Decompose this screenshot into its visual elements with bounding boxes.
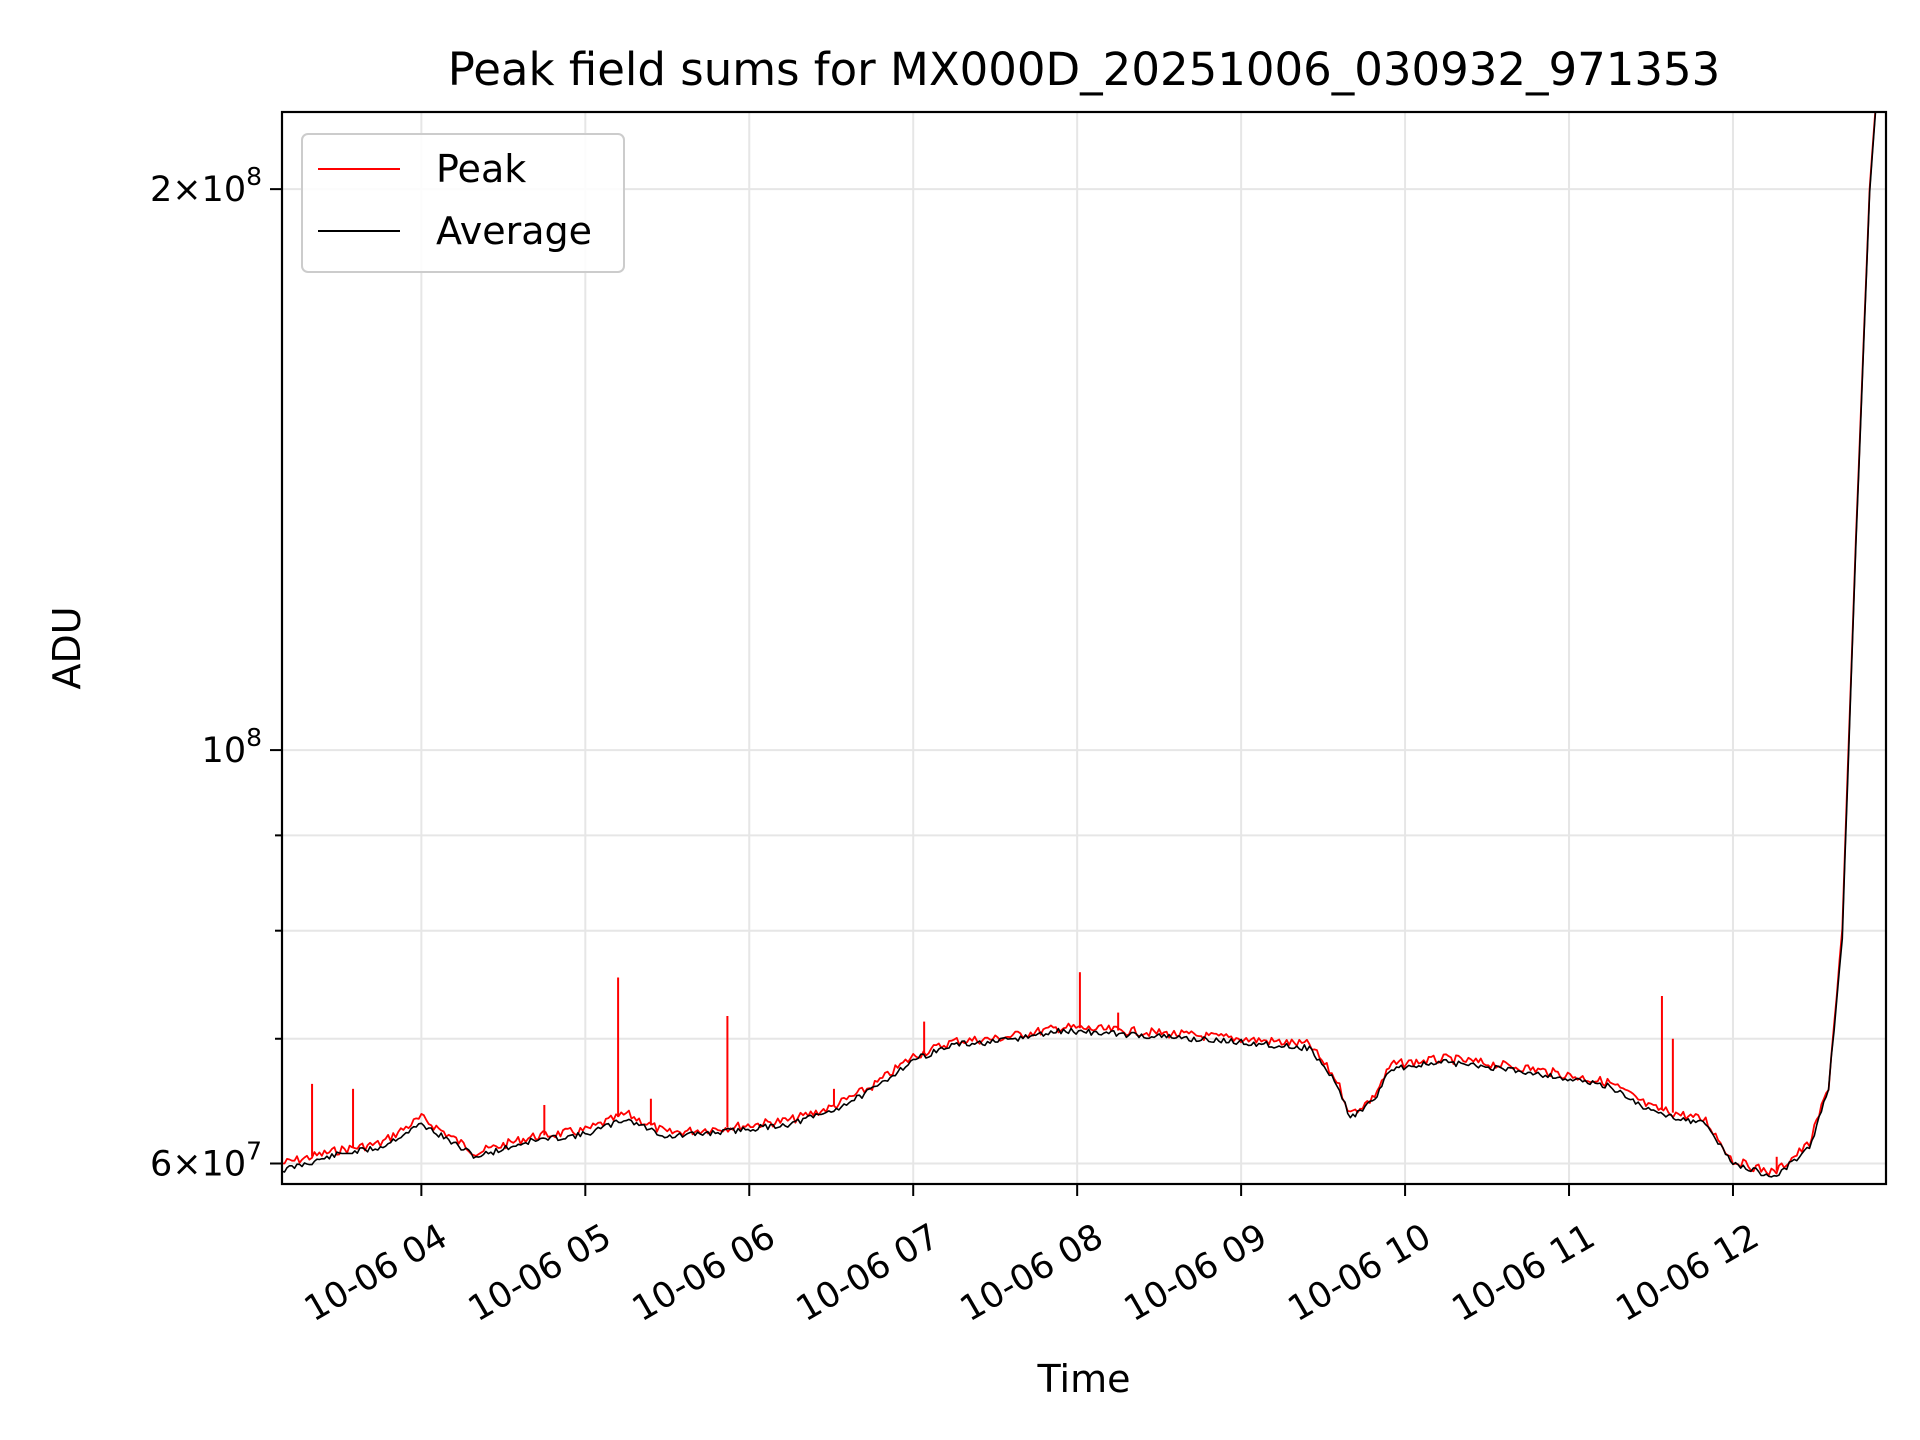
series-line-average [282, 112, 1877, 1178]
legend-label-average: Average [436, 209, 592, 253]
legend-label-peak: Peak [436, 147, 526, 191]
legend: Peak Average [301, 133, 625, 273]
chart-title: Peak field sums for MX000D_20251006_0309… [448, 43, 1721, 96]
series-layer [282, 112, 1877, 1178]
y-axis-label: ADU [45, 606, 89, 689]
y-tick-label: 6×107 [150, 1137, 262, 1185]
plot-frame [280, 110, 1888, 1186]
series-line-peak [282, 112, 1877, 1177]
y-tick-label: 2×108 [150, 162, 262, 210]
x-axis-label: Time [1037, 1357, 1131, 1401]
y-tick-label: 108 [202, 723, 262, 771]
